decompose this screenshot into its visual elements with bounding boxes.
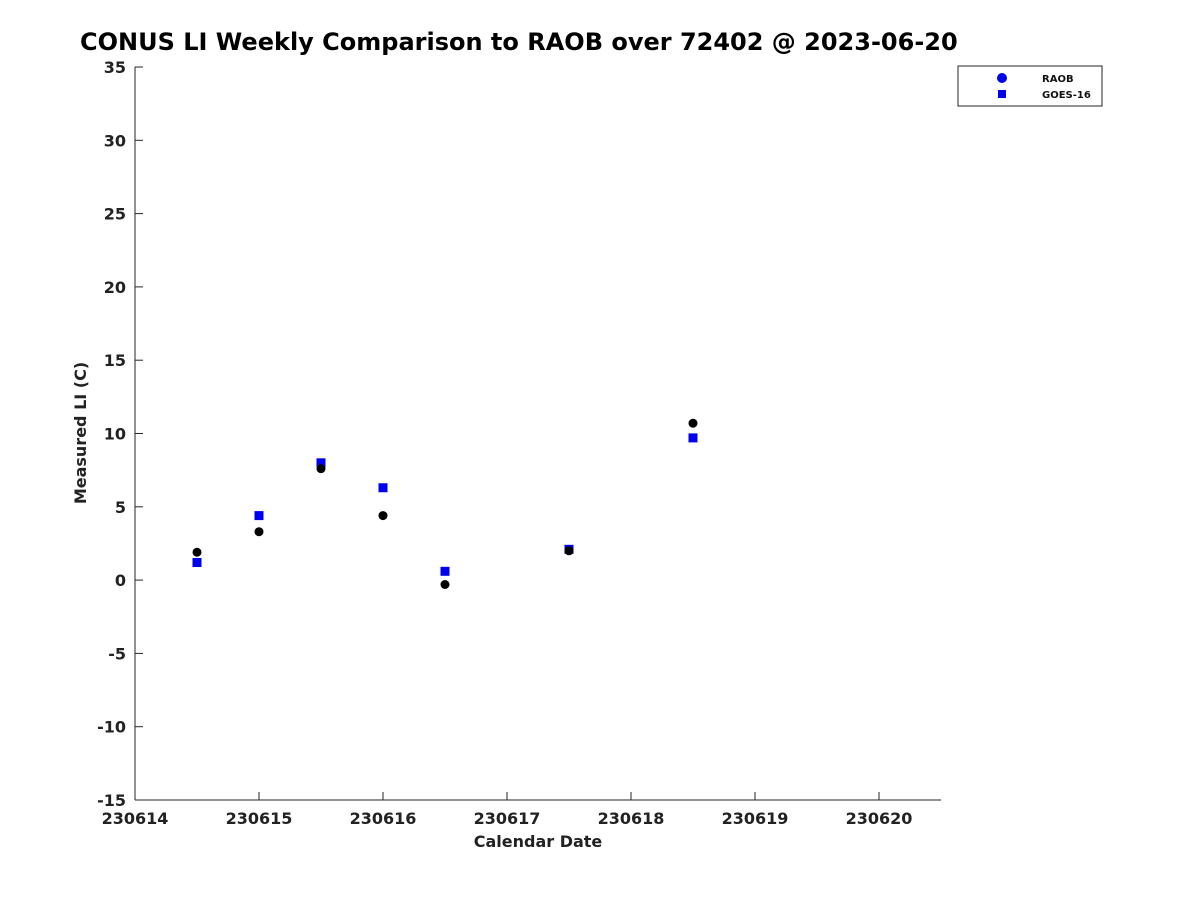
point-goes-16 [440, 566, 450, 576]
y-tick-label: 15 [104, 351, 126, 370]
x-tick-label: 230615 [226, 809, 293, 828]
x-tick-label: 230618 [598, 809, 665, 828]
x-tick-label: 230617 [474, 809, 541, 828]
point-raob [192, 547, 202, 557]
legend-label-goes-16: GOES-16 [1042, 90, 1091, 101]
y-tick-label: 30 [104, 131, 126, 150]
y-tick-label: 10 [104, 425, 126, 444]
point-goes-16 [316, 458, 326, 468]
y-axis-title: Measured LI (C) [71, 362, 90, 504]
point-raob [316, 464, 326, 474]
y-tick-label: 0 [115, 571, 126, 590]
point-goes-16 [254, 511, 264, 521]
legend-marker-goes-16 [998, 90, 1006, 98]
data-marks [192, 418, 698, 589]
y-tick-label: 25 [104, 205, 126, 224]
point-goes-16 [192, 558, 202, 568]
y-tick-label: -15 [97, 791, 126, 810]
legend-label-raob: RAOB [1042, 74, 1074, 85]
x-tick-label: 230619 [722, 809, 789, 828]
y-tick-label: -5 [108, 644, 126, 663]
y-tick-label: -10 [97, 718, 126, 737]
point-goes-16 [378, 483, 388, 493]
x-axis-title: Calendar Date [474, 832, 603, 851]
legend-marker-raob [997, 73, 1007, 83]
y-tick-label: 35 [104, 58, 126, 77]
point-raob [564, 546, 574, 556]
x-tick-label: 230620 [846, 809, 913, 828]
x-tick-label: 230614 [102, 809, 169, 828]
point-goes-16 [688, 433, 698, 443]
legend-box [957, 65, 1103, 107]
y-tick-label: 5 [115, 498, 126, 517]
x-tick-label: 230616 [350, 809, 417, 828]
axes: -15 -10 -5 0 5 10 15 20 25 30 35 230614 230615 230616… [97, 58, 941, 828]
point-raob [440, 579, 450, 589]
point-raob [254, 527, 264, 537]
legend: RAOB GOES-16 [957, 65, 1103, 107]
point-raob [688, 418, 698, 428]
point-raob [378, 511, 388, 521]
y-tick-label: 20 [104, 278, 126, 297]
chart-title: CONUS LI Weekly Comparison to RAOB over … [80, 28, 958, 56]
